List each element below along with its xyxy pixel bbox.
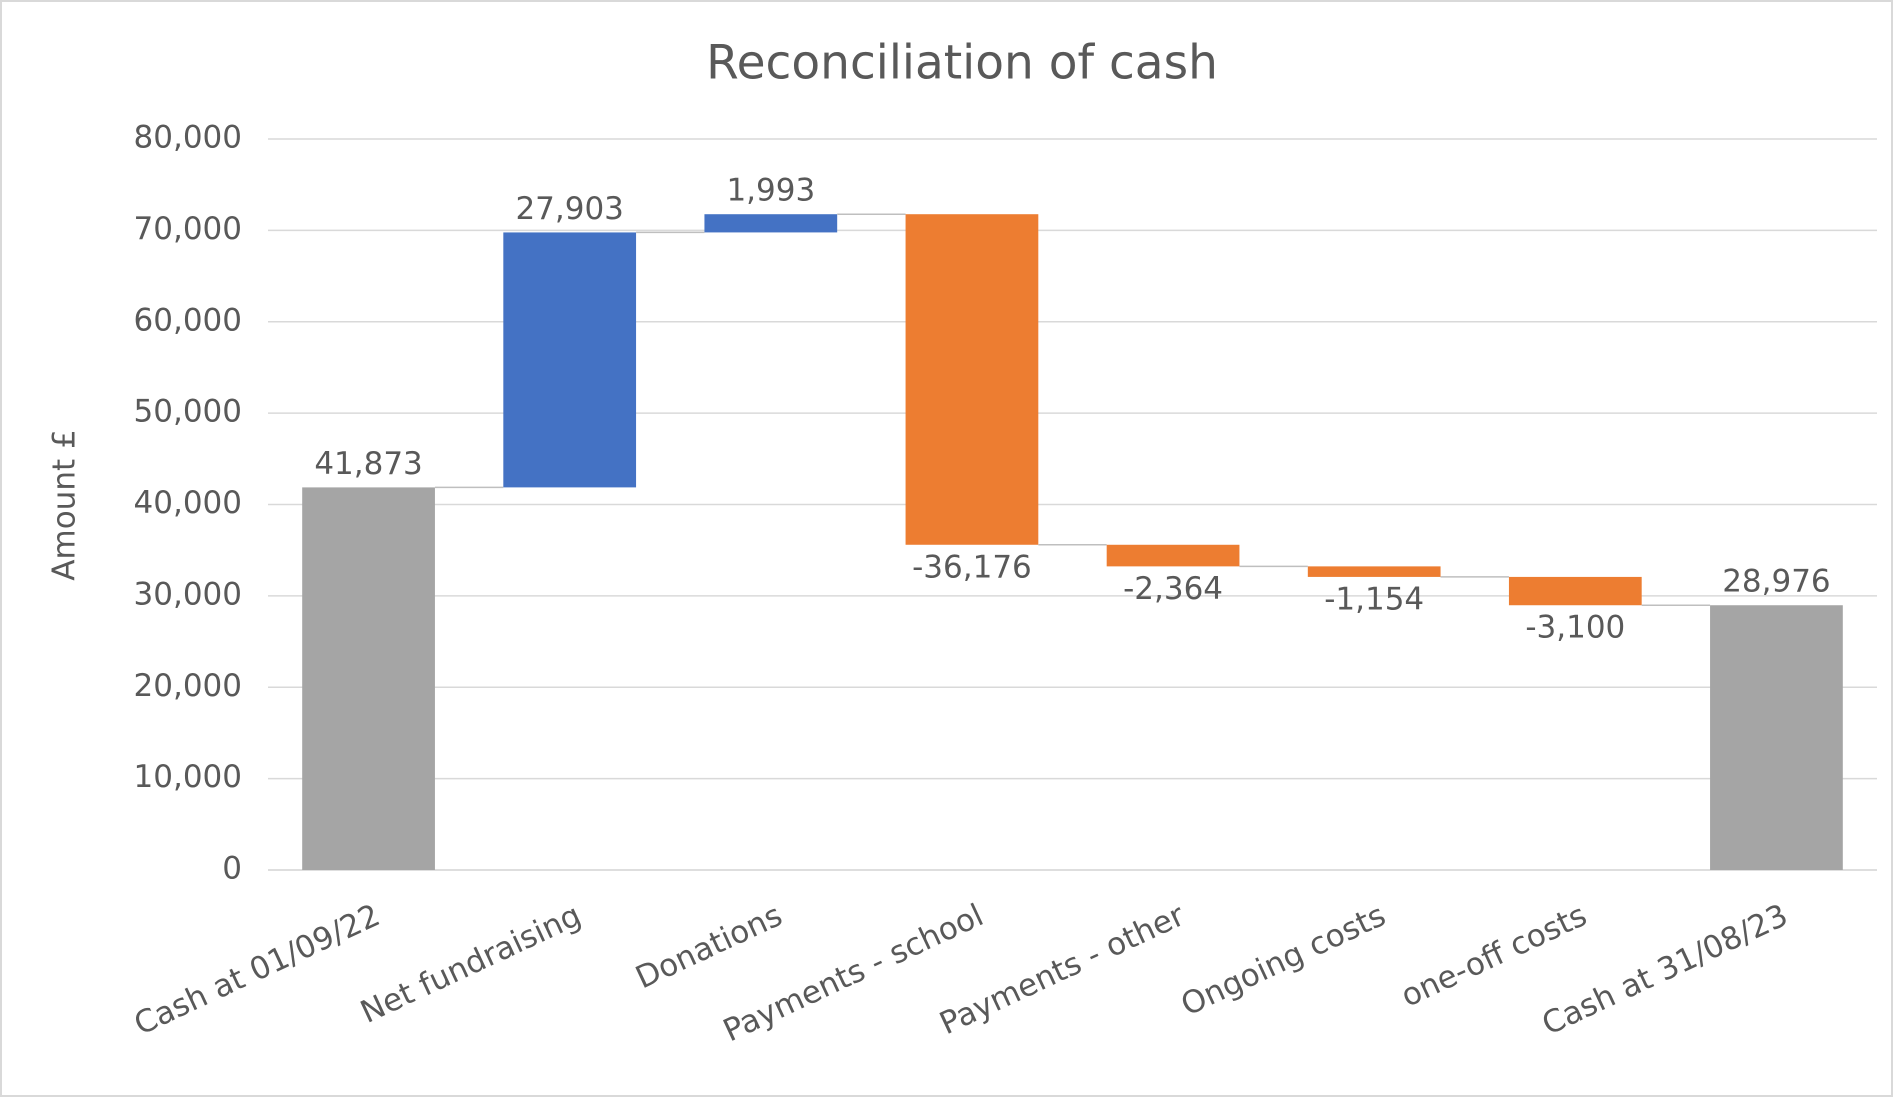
chart-title: Reconciliation of cash bbox=[706, 36, 1218, 91]
bar bbox=[302, 487, 435, 870]
data-label: 41,873 bbox=[314, 446, 422, 482]
bar bbox=[704, 214, 838, 233]
y-tick-label: 80,000 bbox=[134, 120, 242, 156]
y-tick-label: 40,000 bbox=[134, 485, 242, 521]
y-tick-label: 20,000 bbox=[134, 668, 242, 704]
data-label: -1,154 bbox=[1324, 581, 1424, 617]
data-label: 1,993 bbox=[726, 173, 815, 209]
data-label: -3,100 bbox=[1525, 610, 1625, 646]
data-label: -36,176 bbox=[912, 549, 1032, 585]
y-tick-label: 70,000 bbox=[134, 211, 242, 247]
y-tick-label: 30,000 bbox=[134, 576, 242, 612]
y-tick-label: 50,000 bbox=[134, 394, 242, 430]
bar bbox=[1106, 544, 1240, 567]
bar bbox=[1307, 566, 1441, 577]
data-label: 28,976 bbox=[1722, 564, 1830, 600]
data-label: 27,903 bbox=[515, 191, 623, 227]
y-tick-label: 10,000 bbox=[134, 759, 242, 795]
bar bbox=[1508, 576, 1642, 606]
y-tick-label: 0 bbox=[222, 851, 242, 887]
bar bbox=[1710, 605, 1843, 870]
data-label: -2,364 bbox=[1123, 571, 1223, 607]
bar bbox=[905, 214, 1039, 545]
y-axis-title: Amount £ bbox=[47, 429, 83, 580]
bar bbox=[503, 232, 637, 488]
y-tick-label: 60,000 bbox=[134, 302, 242, 338]
